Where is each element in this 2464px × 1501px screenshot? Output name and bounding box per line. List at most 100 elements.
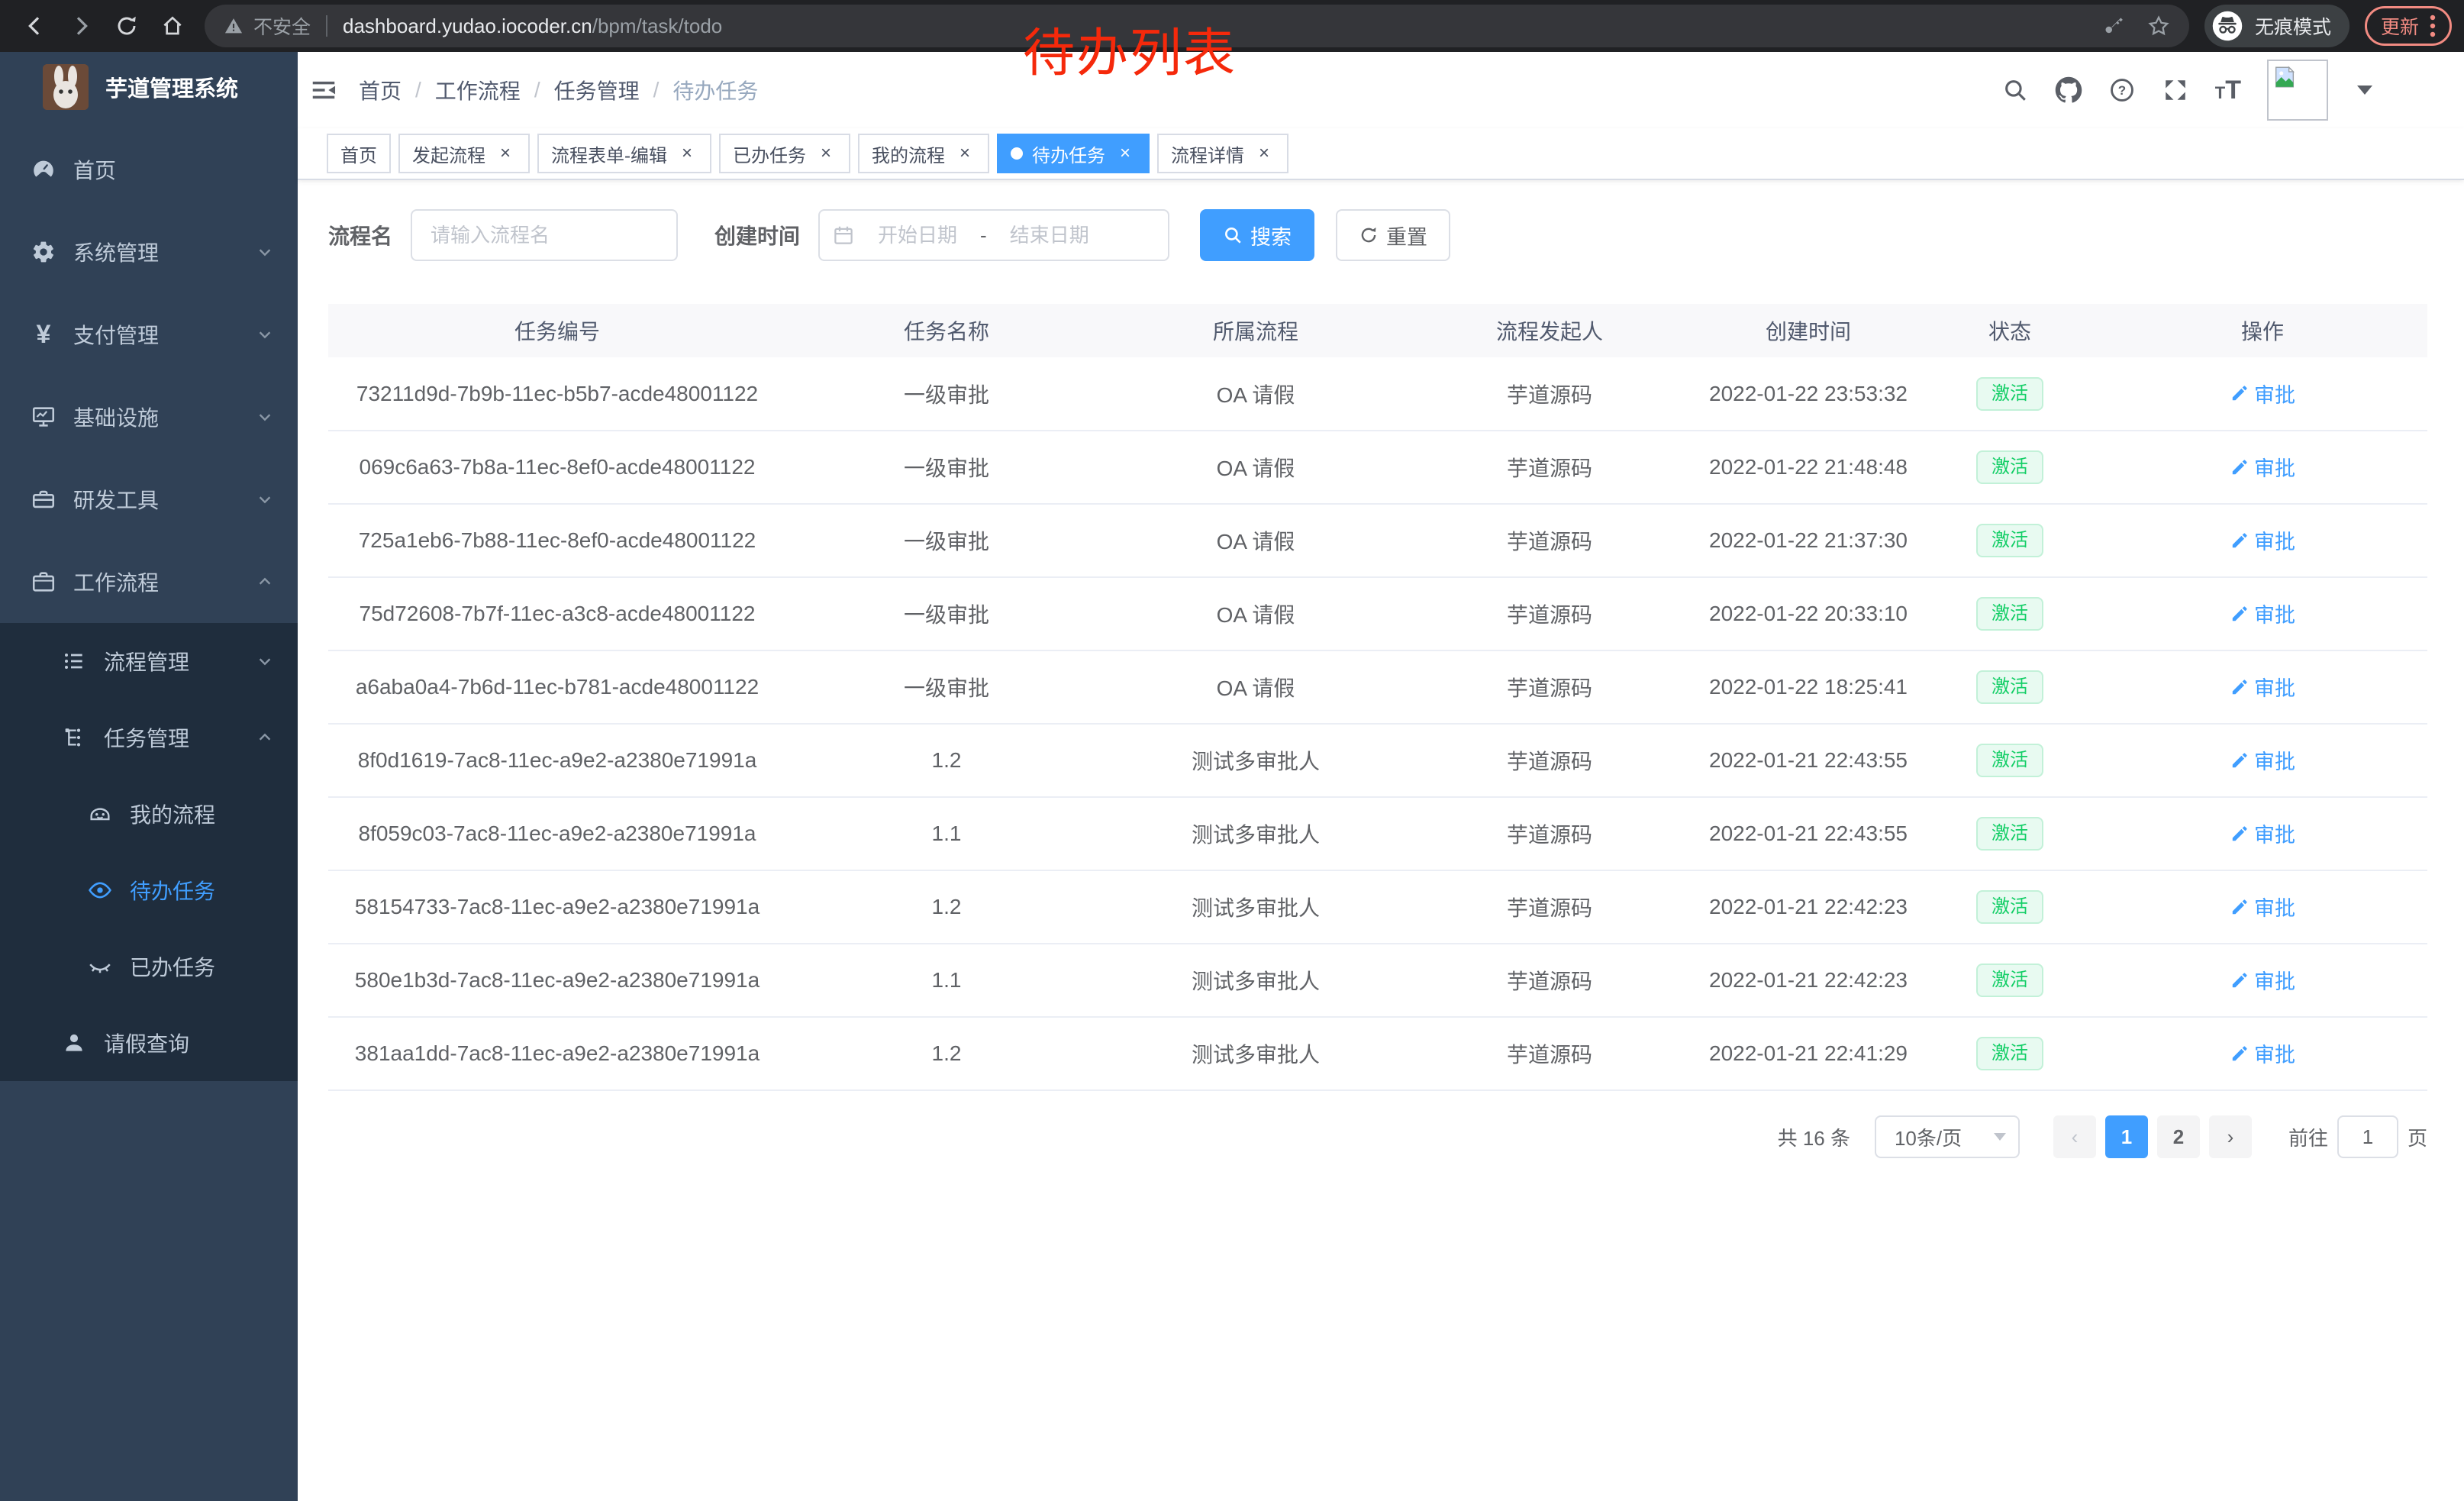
- avatar[interactable]: [2267, 60, 2328, 121]
- approve-link[interactable]: 审批: [2230, 452, 2295, 482]
- sidebar-item-dev-tools[interactable]: 研发工具: [0, 458, 298, 541]
- sidebar-item-payment[interactable]: ¥ 支付管理: [0, 293, 298, 376]
- end-date-input[interactable]: [986, 221, 1112, 249]
- approve-link[interactable]: 审批: [2230, 525, 2295, 555]
- close-icon[interactable]: ×: [959, 143, 970, 163]
- url-bar[interactable]: 不安全 dashboard.yudao.iocoder.cn/bpm/task/…: [205, 5, 2189, 47]
- kebab-icon[interactable]: [2430, 14, 2436, 38]
- reset-button[interactable]: 重置: [1336, 209, 1451, 261]
- incognito-label: 无痕模式: [2254, 17, 2331, 38]
- tab-流程详情[interactable]: 流程详情 ×: [1157, 134, 1288, 173]
- col-task-name: 任务名称: [786, 304, 1107, 357]
- tags-view: 首页 发起流程 × 流程表单-编辑 × 已办任务 × 我的流程 × 待办任务 × 流程详情 ×: [298, 128, 2464, 180]
- sidebar-item-label: 系统管理: [73, 241, 160, 265]
- close-icon[interactable]: ×: [1258, 143, 1269, 163]
- sidebar-item-process-management[interactable]: 流程管理: [0, 623, 298, 699]
- cell-status: 激活: [1922, 944, 2098, 1018]
- cell-task-name: 1.2: [786, 870, 1107, 944]
- total-count: 共 16 条: [1777, 1126, 1850, 1150]
- close-icon[interactable]: ×: [499, 143, 511, 163]
- cell-task-name: 一级审批: [786, 577, 1107, 651]
- cell-created: 2022-01-21 22:41:29: [1695, 1017, 1922, 1091]
- cell-task-id: 8f0d1619-7ac8-11ec-a9e2-a2380e71991a: [328, 724, 786, 798]
- approve-link[interactable]: 审批: [2230, 965, 2295, 995]
- hamburger-icon[interactable]: [304, 70, 343, 110]
- tab-我的流程[interactable]: 我的流程 ×: [858, 134, 989, 173]
- back-icon[interactable]: [23, 14, 47, 38]
- cell-actions: 审批: [2098, 650, 2427, 725]
- security-label[interactable]: 不安全: [253, 17, 311, 38]
- github-icon[interactable]: [2055, 76, 2082, 104]
- sidebar-item-leave-query[interactable]: 请假查询: [0, 1005, 298, 1081]
- goto-page-input[interactable]: [2337, 1115, 2398, 1158]
- process-name-input[interactable]: [411, 209, 679, 261]
- incognito-badge: 无痕模式: [2204, 5, 2350, 47]
- cell-starter: 芋道源码: [1405, 431, 1695, 505]
- cell-process: 测试多审批人: [1107, 1017, 1405, 1091]
- approve-link[interactable]: 审批: [2230, 818, 2295, 848]
- pencil-icon: [2232, 533, 2247, 547]
- tab-流程表单-编辑[interactable]: 流程表单-编辑 ×: [537, 134, 711, 173]
- chevron-down-icon: [256, 408, 273, 425]
- cell-actions: 审批: [2098, 870, 2427, 944]
- approve-link[interactable]: 审批: [2230, 745, 2295, 775]
- eye-open-icon: [87, 877, 113, 903]
- page-size-select[interactable]: 10条/页: [1874, 1115, 2020, 1158]
- cell-process: OA 请假: [1107, 504, 1405, 578]
- start-date-input[interactable]: [855, 221, 981, 249]
- breadcrumb-task-management[interactable]: 任务管理: [553, 79, 640, 103]
- update-button[interactable]: 更新: [2364, 6, 2452, 46]
- sidebar-item-system[interactable]: 系统管理: [0, 211, 298, 293]
- search-button[interactable]: 搜索: [1200, 209, 1315, 261]
- dropdown-caret-icon[interactable]: [2357, 86, 2372, 95]
- gauge-icon: [31, 157, 56, 182]
- help-icon[interactable]: ?: [2108, 76, 2136, 104]
- cell-created: 2022-01-21 22:43:55: [1695, 797, 1922, 871]
- table-row: a6aba0a4-7b6d-11ec-b781-acde48001122 一级审批…: [328, 650, 2427, 725]
- page-button-1[interactable]: 1: [2104, 1115, 2148, 1158]
- sidebar-item-infrastructure[interactable]: 基础设施: [0, 376, 298, 458]
- close-icon[interactable]: ×: [1119, 143, 1130, 163]
- sidebar-item-my-process[interactable]: 我的流程: [0, 776, 298, 852]
- tab-已办任务[interactable]: 已办任务 ×: [719, 134, 850, 173]
- tab-待办任务[interactable]: 待办任务 ×: [997, 134, 1150, 173]
- sidebar-item-home[interactable]: 首页: [0, 128, 298, 211]
- sidebar-menu: 首页 系统管理 ¥ 支付管理 基础设施: [0, 122, 298, 1501]
- approve-link[interactable]: 审批: [2230, 892, 2295, 922]
- approve-link[interactable]: 审批: [2230, 672, 2295, 702]
- reload-icon[interactable]: [114, 14, 139, 38]
- star-icon[interactable]: [2146, 14, 2171, 38]
- col-created: 创建时间: [1695, 304, 1922, 357]
- sidebar-item-task-management[interactable]: 任务管理: [0, 699, 298, 776]
- workflow-submenu: 流程管理 任务管理 我的流程 待办任务: [0, 623, 298, 1081]
- next-page-button[interactable]: ›: [2208, 1115, 2252, 1158]
- approve-link[interactable]: 审批: [2230, 1038, 2295, 1068]
- approve-link[interactable]: 审批: [2230, 599, 2295, 628]
- cell-starter: 芋道源码: [1405, 724, 1695, 798]
- date-range-picker[interactable]: -: [818, 209, 1170, 261]
- approve-link[interactable]: 审批: [2230, 379, 2295, 408]
- sidebar-item-workflow[interactable]: 工作流程: [0, 541, 298, 623]
- forward-icon[interactable]: [69, 14, 93, 38]
- breadcrumb-workflow[interactable]: 工作流程: [434, 79, 521, 103]
- prev-page-button[interactable]: ‹: [2053, 1115, 2096, 1158]
- sidebar-item-done-tasks[interactable]: 已办任务: [0, 928, 298, 1005]
- key-icon[interactable]: [2102, 15, 2125, 37]
- search-icon[interactable]: [2001, 76, 2029, 104]
- goto-label: 前往: [2288, 1126, 2328, 1150]
- close-icon[interactable]: ×: [681, 143, 692, 163]
- tab-label: 流程表单-编辑: [551, 145, 667, 166]
- tab-发起流程[interactable]: 发起流程 ×: [398, 134, 530, 173]
- tab-首页[interactable]: 首页: [327, 134, 391, 173]
- fullscreen-icon[interactable]: [2162, 76, 2189, 104]
- breadcrumb-home[interactable]: 首页: [359, 79, 402, 103]
- close-icon[interactable]: ×: [820, 143, 831, 163]
- font-size-icon[interactable]: TT: [2214, 76, 2241, 105]
- sidebar-item-todo-tasks[interactable]: 待办任务: [0, 852, 298, 928]
- page-button-2[interactable]: 2: [2156, 1115, 2200, 1158]
- cell-status: 激活: [1922, 797, 2098, 871]
- cell-actions: 审批: [2098, 431, 2427, 505]
- pencil-icon: [2232, 679, 2247, 694]
- cell-starter: 芋道源码: [1405, 504, 1695, 578]
- home-icon[interactable]: [160, 14, 185, 38]
